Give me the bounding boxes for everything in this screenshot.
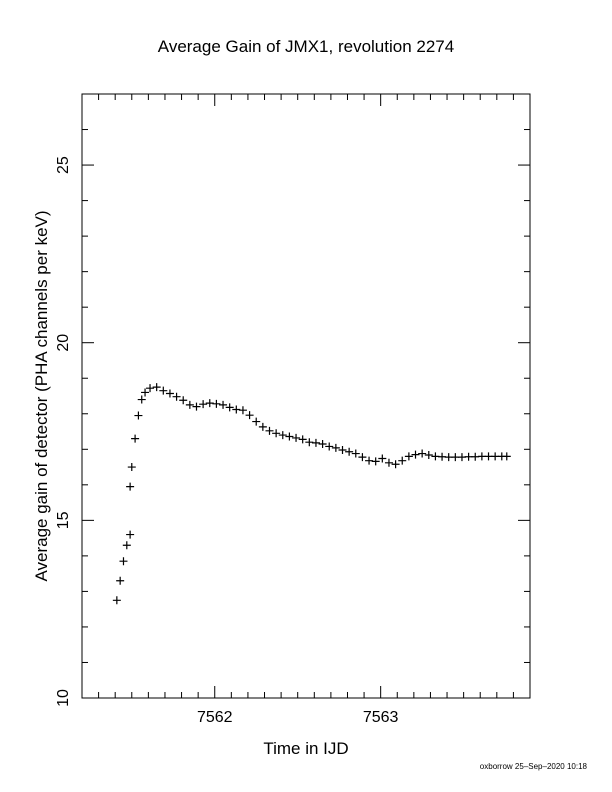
data-point bbox=[398, 456, 407, 465]
data-point bbox=[122, 541, 131, 550]
data-point bbox=[152, 383, 161, 392]
data-point bbox=[338, 446, 347, 455]
plot-frame bbox=[81, 93, 531, 699]
data-point bbox=[212, 399, 221, 408]
data-point bbox=[285, 432, 294, 441]
y-tick-label: 15 bbox=[55, 511, 72, 529]
footer-credit: oxborrow 25–Sep–2020 10:18 bbox=[480, 762, 588, 771]
data-point bbox=[119, 557, 128, 566]
data-point bbox=[185, 400, 194, 409]
data-point bbox=[172, 392, 181, 401]
data-point bbox=[159, 386, 168, 395]
data-point bbox=[116, 576, 125, 585]
data-point bbox=[331, 443, 340, 452]
x-tick-label: 7562 bbox=[197, 709, 233, 726]
data-points bbox=[112, 383, 511, 605]
data-point bbox=[165, 389, 174, 398]
x-axis-label: Time in IJD bbox=[263, 739, 348, 758]
chart-title: Average Gain of JMX1, revolution 2274 bbox=[158, 37, 454, 56]
y-axis-label: Average gain of detector (PHA channels p… bbox=[32, 210, 51, 581]
data-point bbox=[311, 438, 320, 447]
data-point bbox=[219, 400, 228, 409]
data-point bbox=[245, 411, 254, 420]
data-point bbox=[112, 596, 121, 605]
data-point bbox=[371, 457, 380, 466]
data-point bbox=[127, 463, 136, 472]
data-point bbox=[325, 442, 334, 451]
data-point bbox=[192, 402, 201, 411]
data-point bbox=[126, 530, 135, 539]
data-point bbox=[252, 417, 261, 426]
data-point bbox=[258, 422, 267, 431]
y-tick-label: 25 bbox=[55, 156, 72, 174]
data-point bbox=[305, 438, 314, 447]
data-point bbox=[232, 405, 241, 414]
data-point bbox=[298, 435, 307, 444]
data-point bbox=[345, 447, 354, 456]
axis-ticks bbox=[81, 93, 531, 699]
data-point bbox=[265, 426, 274, 435]
data-point bbox=[351, 449, 360, 458]
data-point bbox=[272, 429, 281, 438]
data-point bbox=[424, 450, 433, 459]
data-point bbox=[365, 456, 374, 465]
data-point bbox=[134, 411, 143, 420]
data-point bbox=[384, 458, 393, 467]
data-point bbox=[358, 453, 367, 462]
data-point bbox=[146, 384, 155, 393]
data-point bbox=[292, 433, 301, 442]
data-point bbox=[126, 482, 135, 491]
data-point bbox=[502, 452, 511, 461]
data-point bbox=[131, 434, 140, 443]
data-point bbox=[278, 431, 287, 440]
data-point bbox=[238, 406, 247, 415]
data-point bbox=[137, 395, 146, 404]
data-point bbox=[199, 400, 208, 409]
data-point bbox=[411, 450, 420, 459]
data-point bbox=[225, 403, 234, 412]
data-point bbox=[205, 399, 214, 408]
data-point bbox=[179, 396, 188, 405]
x-tick-label: 7563 bbox=[363, 709, 399, 726]
y-tick-label: 10 bbox=[55, 689, 72, 707]
data-point bbox=[418, 449, 427, 458]
y-tick-label: 20 bbox=[55, 334, 72, 352]
data-point bbox=[404, 452, 413, 461]
axis-tick-labels: 7562 7563 10 15 20 25 bbox=[55, 156, 399, 726]
data-point bbox=[391, 460, 400, 469]
data-point bbox=[141, 388, 150, 397]
data-point bbox=[378, 454, 387, 463]
data-point bbox=[318, 439, 327, 448]
